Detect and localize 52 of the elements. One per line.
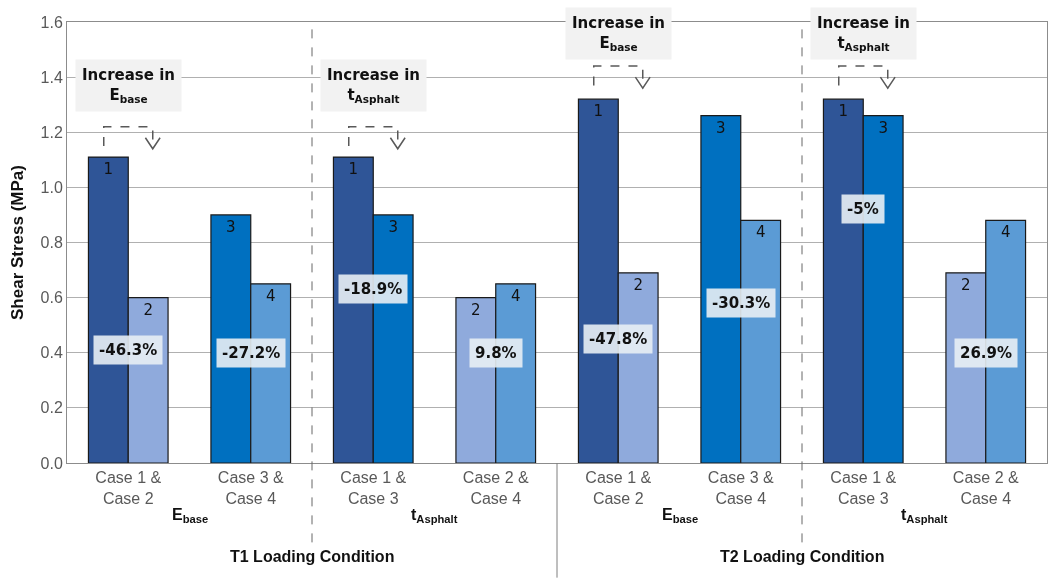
annotation: Increase in E$_{base}$: [82, 66, 175, 105]
annotation: -30.3%: [712, 294, 771, 312]
annotation: -5%: [847, 200, 879, 218]
y-tick-label: 1.2: [40, 123, 63, 141]
y-tick-label: 0.4: [40, 344, 63, 362]
series-label: 4: [265, 286, 276, 305]
x-tick-label: Case 2 & Case 4: [952, 469, 1019, 507]
text: 4: [510, 286, 521, 305]
text: 3: [716, 118, 726, 137]
text: 2: [961, 275, 971, 294]
series-label: 3: [226, 217, 236, 236]
text: t$_{Asphalt}$: [901, 506, 948, 526]
text: 3: [878, 118, 888, 137]
x-tick-label: Case 3 & Case 4: [707, 469, 774, 507]
text: 4: [1000, 223, 1011, 242]
y-tick-label: 0.6: [40, 289, 63, 307]
text: 2: [633, 275, 643, 294]
text: E$_{base}$: [662, 506, 699, 526]
x-tick-label: Case 1 & Case 2: [95, 469, 162, 507]
text: T2 Loading Condition: [720, 548, 885, 565]
series-label: 2: [143, 300, 153, 319]
x-tick-label: Case 1 & Case 3: [340, 469, 407, 507]
x-tick-label: Case 3 & Case 4: [217, 469, 284, 507]
x-tick-label: Case 1 & Case 3: [830, 469, 897, 507]
text: t$_{Asphalt}$: [411, 506, 458, 526]
text: 1: [838, 102, 849, 121]
annotation: Increase in t$_{Asphalt}$: [817, 14, 910, 53]
y-tick-label: 1.6: [40, 13, 63, 31]
annotation: -27.2%: [222, 344, 281, 362]
y-tick-label: 1.0: [40, 178, 63, 196]
text: T1 Loading Condition: [230, 548, 395, 565]
y-tick-label: 0.0: [40, 454, 63, 472]
annotation: -47.8%: [589, 330, 648, 348]
text: 2: [471, 300, 481, 319]
text: 3: [388, 217, 398, 236]
annotation: -18.9%: [344, 280, 403, 298]
annotation: 9.8%: [475, 344, 517, 362]
y-tick-label: 0.2: [40, 399, 63, 417]
y-tick-label: 1.4: [40, 68, 63, 86]
annotation: Increase in t$_{Asphalt}$: [327, 66, 420, 105]
text: 1: [348, 160, 359, 179]
text: E$_{base}$: [172, 506, 209, 526]
annotation: 26.9%: [960, 344, 1013, 362]
annotation: Increase in E$_{base}$: [572, 14, 665, 53]
y-axis-title: Shear Stress (MPa): [8, 165, 27, 320]
annotation: -46.3%: [99, 341, 158, 359]
x-tick-label: Case 1 & Case 2: [585, 469, 652, 507]
text: 4: [755, 223, 766, 242]
x-tick-label: Case 2 & Case 4: [462, 469, 529, 507]
y-tick-label: 0.8: [40, 234, 63, 252]
series-label: 1: [103, 160, 114, 179]
text: 1: [593, 102, 604, 121]
